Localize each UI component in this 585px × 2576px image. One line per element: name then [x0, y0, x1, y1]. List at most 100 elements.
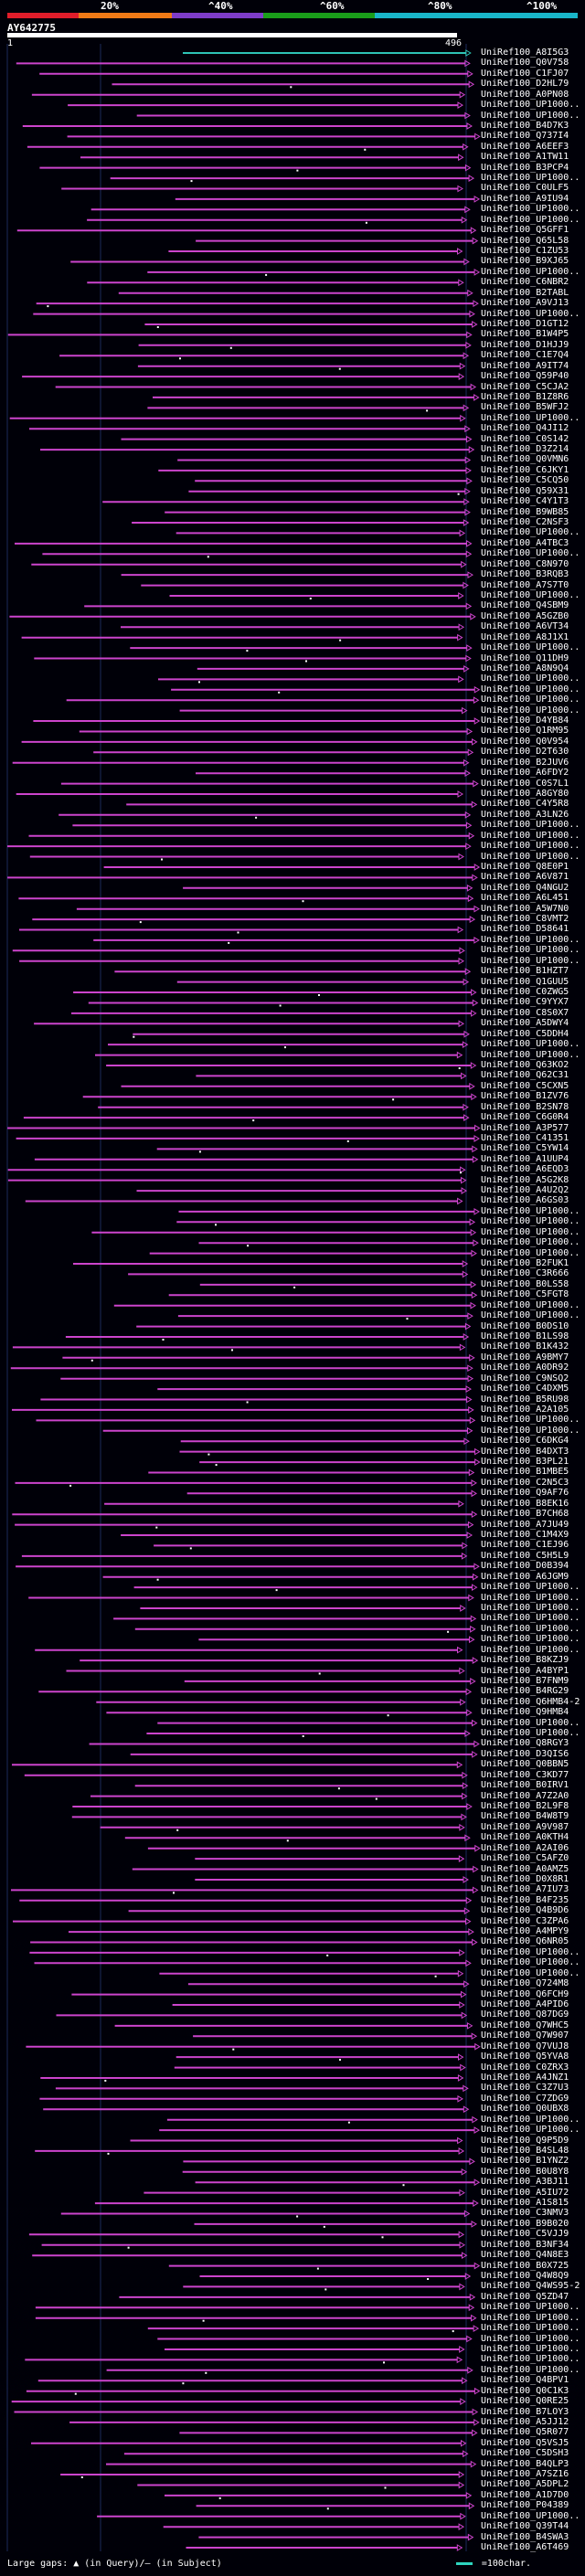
hit-label[interactable]: UniRef100_UP1000..: [481, 1299, 580, 1310]
hit-label[interactable]: UniRef100_Q5YVA8: [481, 2051, 569, 2062]
hit-label[interactable]: UniRef100_UP1000..: [481, 1310, 580, 1321]
hit-label[interactable]: UniRef100_B3NF34: [481, 2239, 569, 2250]
hit-label[interactable]: UniRef100_A6L451: [481, 893, 569, 904]
hit-label[interactable]: UniRef100_Q59X31: [481, 485, 569, 496]
hit-label[interactable]: UniRef100_A8J1X1: [481, 631, 569, 642]
hit-label[interactable]: UniRef100_B7LOY3: [481, 2406, 569, 2417]
hit-label[interactable]: UniRef100_A7IU73: [481, 1884, 569, 1895]
hit-label[interactable]: UniRef100_C6NBR2: [481, 277, 569, 288]
hit-label[interactable]: UniRef100_Q8RGY3: [481, 1738, 569, 1749]
hit-label[interactable]: UniRef100_D58641: [481, 924, 569, 935]
hit-label[interactable]: UniRef100_B1W4P5: [481, 329, 569, 340]
hit-label[interactable]: UniRef100_C6JKY1: [481, 464, 569, 475]
hit-label[interactable]: UniRef100_C5AFZ0: [481, 1853, 569, 1864]
hit-label[interactable]: UniRef100_UP1000..: [481, 1049, 580, 1060]
hit-label[interactable]: UniRef100_A6EQD3: [481, 1164, 569, 1175]
hit-label[interactable]: UniRef100_UP1000..: [481, 2312, 580, 2323]
hit-label[interactable]: UniRef100_UP1000..: [481, 110, 580, 121]
hit-label[interactable]: UniRef100_C5DSH3: [481, 2448, 569, 2459]
hit-label[interactable]: UniRef100_UP1000..: [481, 830, 580, 841]
hit-label[interactable]: UniRef100_C5YW14: [481, 1143, 569, 1154]
hit-label[interactable]: UniRef100_A1S815: [481, 2198, 569, 2209]
hit-label[interactable]: UniRef100_Q724M8: [481, 1978, 569, 1989]
hit-label[interactable]: UniRef100_B5WFJ2: [481, 402, 569, 413]
hit-label[interactable]: UniRef100_A2A105: [481, 1404, 569, 1415]
hit-label[interactable]: UniRef100_UP1000..: [481, 412, 580, 423]
hit-label[interactable]: UniRef100_Q9AF76: [481, 1488, 569, 1499]
hit-label[interactable]: UniRef100_UP1000..: [481, 1226, 580, 1237]
hit-label[interactable]: UniRef100_B0LS58: [481, 1278, 569, 1289]
hit-label[interactable]: UniRef100_A6GS03: [481, 1195, 569, 1206]
hit-label[interactable]: UniRef100_A5W7N0: [481, 903, 569, 914]
hit-label[interactable]: UniRef100_D0X8R1: [481, 1873, 569, 1884]
hit-label[interactable]: UniRef100_Q6FCH9: [481, 1988, 569, 1999]
hit-label[interactable]: UniRef100_Q6NR05: [481, 1936, 569, 1947]
hit-label[interactable]: UniRef100_UP1000..: [481, 1415, 580, 1426]
hit-label[interactable]: UniRef100_B2TABL: [481, 287, 569, 298]
hit-label[interactable]: UniRef100_UP1000..: [481, 955, 580, 966]
hit-label[interactable]: UniRef100_Q11DH9: [481, 652, 569, 663]
hit-label[interactable]: UniRef100_Q1GUU5: [481, 976, 569, 987]
hit-label[interactable]: UniRef100_A4U2Q2: [481, 1185, 569, 1196]
hit-label[interactable]: UniRef100_C3Z7U3: [481, 2083, 569, 2094]
hit-label[interactable]: UniRef100_Q4NGU2: [481, 882, 569, 893]
hit-label[interactable]: UniRef100_C0S142: [481, 433, 569, 444]
hit-label[interactable]: UniRef100_P04389: [481, 2500, 569, 2511]
hit-label[interactable]: UniRef100_Q0V954: [481, 736, 569, 747]
hit-label[interactable]: UniRef100_Q4JI12: [481, 423, 569, 434]
hit-label[interactable]: UniRef100_UP1000..: [481, 1237, 580, 1248]
hit-label[interactable]: UniRef100_D3QIS6: [481, 1748, 569, 1759]
hit-label[interactable]: UniRef100_B8EK16: [481, 1498, 569, 1509]
hit-label[interactable]: UniRef100_A9IT74: [481, 360, 569, 371]
hit-label[interactable]: UniRef100_D1GT12: [481, 318, 569, 329]
hit-label[interactable]: UniRef100_UP1000..: [481, 1602, 580, 1613]
hit-label[interactable]: UniRef100_C5CQ50: [481, 475, 569, 486]
hit-label[interactable]: UniRef100_C8VMT2: [481, 914, 569, 925]
hit-label[interactable]: UniRef100_C0S7L1: [481, 778, 569, 789]
hit-label[interactable]: UniRef100_A0AMZ5: [481, 1863, 569, 1874]
hit-label[interactable]: UniRef100_UP1000..: [481, 1216, 580, 1227]
hit-label[interactable]: UniRef100_A1TW11: [481, 152, 569, 163]
hit-label[interactable]: UniRef100_UP1000..: [481, 548, 580, 559]
hit-label[interactable]: UniRef100_UP1000..: [481, 266, 580, 277]
hit-label[interactable]: UniRef100_A7JU49: [481, 1519, 569, 1530]
hit-label[interactable]: UniRef100_B8KZJ9: [481, 1655, 569, 1666]
hit-label[interactable]: UniRef100_C6G0R4: [481, 1112, 569, 1123]
hit-label[interactable]: UniRef100_A3P577: [481, 1122, 569, 1133]
hit-label[interactable]: UniRef100_B4DXT3: [481, 1446, 569, 1457]
hit-label[interactable]: UniRef100_UP1000..: [481, 1582, 580, 1593]
hit-label[interactable]: UniRef100_UP1000..: [481, 694, 580, 705]
hit-label[interactable]: UniRef100_A7SZ16: [481, 2469, 569, 2480]
hit-label[interactable]: UniRef100_Q5ZD47: [481, 2291, 569, 2302]
hit-label[interactable]: UniRef100_Q63KO2: [481, 1059, 569, 1070]
hit-label[interactable]: UniRef100_B2JUV6: [481, 757, 569, 768]
hit-label[interactable]: UniRef100_UP1000..: [481, 2510, 580, 2521]
hit-label[interactable]: UniRef100_UP1000..: [481, 2302, 580, 2313]
hit-label[interactable]: UniRef100_C1EJ96: [481, 1540, 569, 1551]
hit-label[interactable]: UniRef100_C5H5L9: [481, 1550, 569, 1561]
hit-label[interactable]: UniRef100_A1UUP4: [481, 1153, 569, 1164]
hit-label[interactable]: UniRef100_A4BYP1: [481, 1665, 569, 1676]
hit-label[interactable]: UniRef100_Q39T44: [481, 2521, 569, 2532]
hit-label[interactable]: UniRef100_A4JNZ1: [481, 2072, 569, 2083]
hit-label[interactable]: UniRef100_UP1000..: [481, 173, 580, 184]
hit-label[interactable]: UniRef100_C5FGT8: [481, 1289, 569, 1300]
hit-label[interactable]: UniRef100_A1D7D0: [481, 2489, 569, 2500]
hit-label[interactable]: UniRef100_C5CXN5: [481, 1080, 569, 1091]
hit-label[interactable]: UniRef100_Q4BPV1: [481, 2375, 569, 2386]
hit-label[interactable]: UniRef100_Q0VMN6: [481, 454, 569, 465]
hit-label[interactable]: UniRef100_Q0V758: [481, 58, 569, 69]
hit-label[interactable]: UniRef100_UP1000..: [481, 820, 580, 831]
hit-label[interactable]: UniRef100_UP1000..: [481, 1613, 580, 1624]
hit-label[interactable]: UniRef100_B0IRV1: [481, 1780, 569, 1791]
hit-label[interactable]: UniRef100_Q4N8E3: [481, 2250, 569, 2261]
hit-label[interactable]: UniRef100_Q87DG9: [481, 2009, 569, 2020]
hit-label[interactable]: UniRef100_A6VT34: [481, 621, 569, 632]
hit-label[interactable]: UniRef100_A5GZB0: [481, 610, 569, 621]
hit-label[interactable]: UniRef100_UP1000..: [481, 705, 580, 716]
hit-label[interactable]: UniRef100_B0U8Y8: [481, 2166, 569, 2177]
hit-label[interactable]: UniRef100_Q4W8Q9: [481, 2271, 569, 2281]
hit-label[interactable]: UniRef100_C5CJA2: [481, 381, 569, 392]
hit-label[interactable]: UniRef100_C6DKG4: [481, 1436, 569, 1447]
hit-label[interactable]: UniRef100_UP1000..: [481, 1946, 580, 1957]
